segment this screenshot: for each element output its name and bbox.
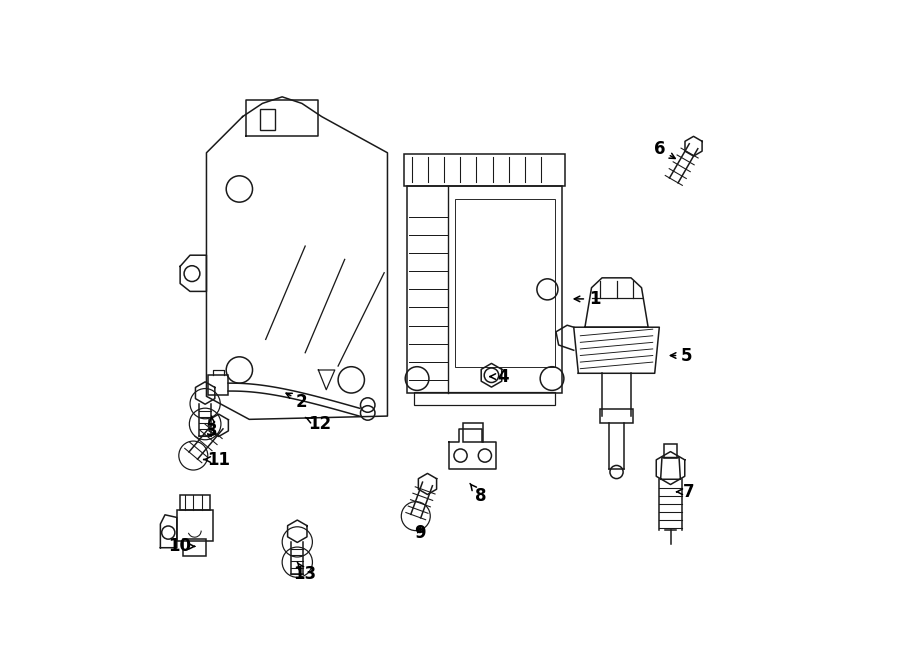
Text: 7: 7 xyxy=(677,483,694,501)
Text: 10: 10 xyxy=(168,537,194,555)
Text: 12: 12 xyxy=(305,415,331,433)
Text: 2: 2 xyxy=(286,393,308,410)
Text: 11: 11 xyxy=(204,451,230,469)
Bar xyxy=(464,422,483,442)
Text: 5: 5 xyxy=(670,346,693,364)
Text: 3: 3 xyxy=(206,416,218,440)
Text: 1: 1 xyxy=(574,290,600,308)
Text: 4: 4 xyxy=(490,368,508,385)
Bar xyxy=(176,510,213,541)
Bar xyxy=(414,392,555,405)
Bar xyxy=(180,495,210,510)
Bar xyxy=(184,539,206,556)
Bar xyxy=(600,409,633,422)
Bar xyxy=(664,444,677,457)
Bar xyxy=(404,154,565,186)
Text: 9: 9 xyxy=(415,524,427,542)
Bar xyxy=(454,199,555,367)
Text: 8: 8 xyxy=(470,483,486,506)
Bar xyxy=(407,186,562,393)
Text: 13: 13 xyxy=(293,563,317,583)
Text: 6: 6 xyxy=(653,141,675,159)
Bar xyxy=(260,108,274,130)
Bar xyxy=(209,375,229,395)
